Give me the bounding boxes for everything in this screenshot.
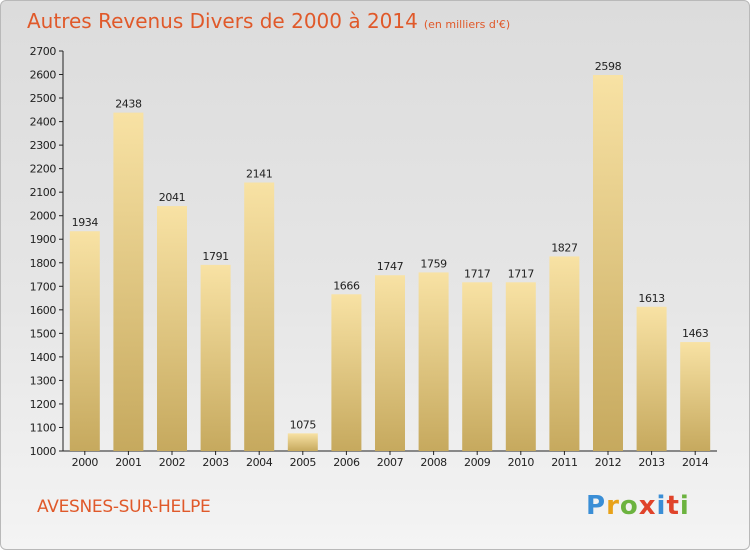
x-tick-label: 2002 (159, 456, 185, 469)
x-tick-label: 2010 (508, 456, 535, 469)
bar (244, 182, 275, 451)
y-tick-label: 2400 (30, 116, 57, 129)
bar (69, 231, 100, 451)
bar (505, 282, 536, 451)
bar (636, 306, 667, 451)
bar (680, 342, 711, 451)
x-tick-label: 2008 (420, 456, 447, 469)
proxiti-logo: Proxiti (586, 491, 690, 521)
x-tick-label: 2014 (682, 456, 709, 469)
y-tick-label: 1300 (30, 374, 57, 387)
y-tick-label: 2000 (30, 210, 57, 223)
x-tick-label: 2004 (246, 456, 273, 469)
bar-value-label: 1717 (464, 267, 491, 280)
logo-letter: o (619, 491, 639, 521)
x-tick-label: 2009 (464, 456, 491, 469)
logo-letter: r (606, 491, 620, 521)
bar-value-label: 2598 (595, 60, 622, 73)
logo-letter: t (666, 491, 680, 521)
bar (418, 272, 449, 451)
bar-value-label: 1791 (202, 250, 228, 263)
bars (69, 75, 711, 451)
y-tick-label: 2600 (30, 69, 57, 82)
y-tick-label: 1100 (30, 421, 57, 434)
bar (200, 264, 231, 451)
bar-value-label: 1463 (682, 327, 709, 340)
y-tick-label: 1800 (30, 257, 57, 270)
bar (462, 282, 493, 451)
y-tick-label: 1200 (30, 398, 57, 411)
bar-value-label: 1759 (420, 257, 447, 270)
bar (549, 256, 580, 451)
bar (593, 75, 623, 451)
y-tick-label: 2500 (30, 92, 57, 105)
y-tick-label: 1000 (30, 445, 57, 458)
bar-value-label: 2438 (115, 98, 142, 111)
logo-letter: P (586, 491, 607, 521)
chart-subtitle: (en milliers d'€) (423, 18, 511, 31)
x-tick-label: 2003 (202, 456, 229, 469)
logo-letter: x (638, 491, 657, 521)
bar (113, 112, 144, 451)
x-tick-label: 2013 (638, 456, 665, 469)
y-tick-label: 1500 (30, 327, 57, 340)
axes: 1000 1100 1200 1300 1400 1500 1600 1700 1800 1900… (30, 45, 717, 469)
chart-title: Autres Revenus Divers de 2000 à 2014 (en … (27, 9, 510, 33)
y-tick-label: 1700 (30, 280, 57, 293)
x-tick-label: 2007 (377, 456, 404, 469)
bar (287, 433, 318, 451)
x-tick-label: 2006 (333, 456, 360, 469)
logo-letter: i (679, 491, 690, 521)
x-tick-label: 2005 (290, 456, 317, 469)
y-tick-label: 2200 (30, 163, 57, 176)
x-tick-label: 2001 (115, 456, 141, 469)
y-tick-label: 1900 (30, 233, 57, 246)
x-tick-label: 2011 (551, 456, 577, 469)
city-name: AVESNES-SUR-HELPE (37, 497, 211, 517)
y-tick-label: 2700 (30, 45, 57, 58)
bar (157, 206, 187, 451)
bar-value-label: 1717 (508, 267, 535, 280)
bar-value-label: 1613 (638, 292, 665, 305)
x-tick-label: 2000 (72, 456, 99, 469)
bar-value-label: 1934 (72, 216, 99, 229)
y-tick-label: 1400 (30, 351, 57, 364)
bar-value-label: 1666 (333, 279, 360, 292)
y-tick-label: 2300 (30, 139, 57, 152)
chart-title-text: Autres Revenus Divers de 2000 à 2014 (27, 9, 418, 33)
y-tick-label: 1600 (30, 304, 57, 317)
data-labels: 1934 2438 2041 1791 2141 1075 1666 1747 1759 1717… (72, 60, 710, 431)
bar-value-label: 1827 (551, 241, 578, 254)
y-tick-label: 2100 (30, 186, 57, 199)
bar (331, 294, 362, 451)
logo-letter: i (656, 491, 667, 521)
bar (375, 275, 405, 451)
bar-value-label: 2041 (159, 191, 185, 204)
bar-value-label: 2141 (246, 168, 272, 181)
x-tick-label: 2012 (595, 456, 621, 469)
bar-value-label: 1747 (377, 260, 404, 273)
bar-value-label: 1075 (290, 418, 317, 431)
